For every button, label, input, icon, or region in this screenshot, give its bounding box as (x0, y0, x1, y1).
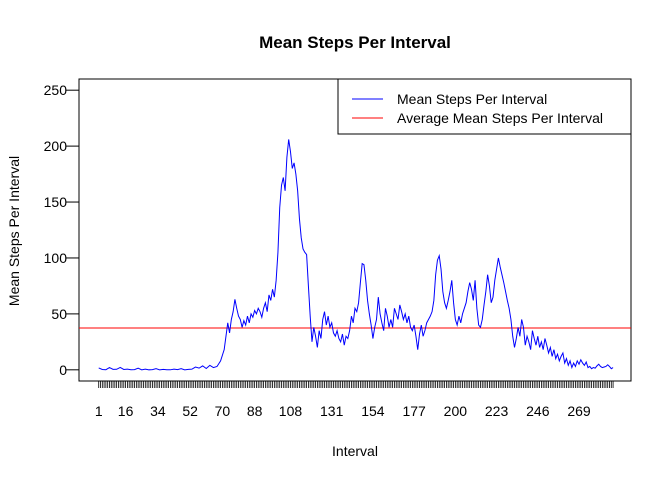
y-tick-label-250: 250 (44, 82, 68, 98)
mean-steps-line (98, 139, 614, 371)
x-tick-label-269: 269 (567, 403, 591, 419)
x-tick-label-246: 246 (526, 403, 550, 419)
legend-box (337, 78, 632, 135)
x-tick-label-154: 154 (361, 403, 385, 419)
legend-label-mean-steps: Mean Steps Per Interval (397, 91, 547, 107)
y-tick-label-50: 50 (51, 306, 67, 322)
x-axis-label: Interval (332, 443, 378, 459)
y-tick-label-100: 100 (44, 250, 68, 266)
x-axis: 1 16 34 52 70 88 108 131 154 177 200 223 246 269 (95, 380, 614, 419)
y-tick-label-0: 0 (59, 362, 67, 378)
x-tick-label-223: 223 (485, 403, 509, 419)
y-axis-label: Mean Steps Per Interval (6, 156, 22, 306)
y-axis: 0 50 100 150 200 250 (44, 82, 79, 378)
legend: Mean Steps Per Interval Average Mean Ste… (337, 78, 632, 135)
x-tick-label-16: 16 (118, 403, 134, 419)
legend-label-average: Average Mean Steps Per Interval (397, 110, 603, 126)
x-tick-label-1: 1 (95, 403, 103, 419)
x-tick-label-52: 52 (182, 403, 198, 419)
x-tick-label-108: 108 (279, 403, 303, 419)
x-tick-label-200: 200 (444, 403, 468, 419)
chart-title: Mean Steps Per Interval (259, 33, 451, 52)
x-tick-label-88: 88 (247, 403, 263, 419)
plot-area (79, 139, 631, 371)
x-tick-label-70: 70 (215, 403, 231, 419)
x-tick-label-34: 34 (150, 403, 166, 419)
x-tick-label-177: 177 (402, 403, 426, 419)
x-tick-label-131: 131 (320, 403, 344, 419)
y-tick-label-150: 150 (44, 194, 68, 210)
y-tick-label-200: 200 (44, 138, 68, 154)
